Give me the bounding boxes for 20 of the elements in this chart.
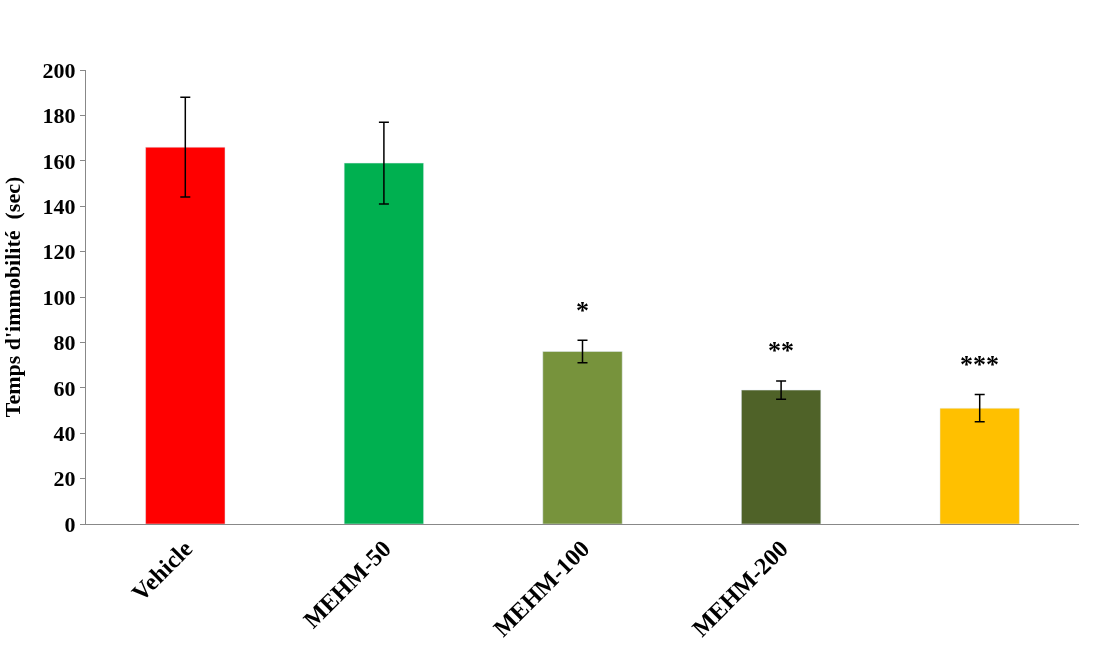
y-tick-label: 0 <box>64 511 76 537</box>
y-tick-label: 40 <box>53 420 76 446</box>
y-tick-label: 120 <box>42 239 76 265</box>
y-tick-label: 80 <box>53 330 76 356</box>
y-tick-label: 20 <box>53 466 76 492</box>
annotation: * <box>576 296 589 325</box>
annotation: ** <box>768 336 794 365</box>
y-tick-label: 140 <box>42 193 76 219</box>
y-tick-label: 60 <box>53 375 76 401</box>
y-tick-label: 100 <box>42 284 76 310</box>
bar <box>939 407 1020 524</box>
y-tick-label: 200 <box>42 57 76 83</box>
bar <box>741 389 822 524</box>
annotation: *** <box>960 350 999 379</box>
y-axis-title: Temps d'immobilité (sec) <box>0 176 26 418</box>
y-tick-label: 160 <box>42 148 76 174</box>
bar <box>542 351 623 524</box>
bar <box>145 146 226 524</box>
y-tick-label: 180 <box>42 103 76 129</box>
bar <box>343 162 424 524</box>
